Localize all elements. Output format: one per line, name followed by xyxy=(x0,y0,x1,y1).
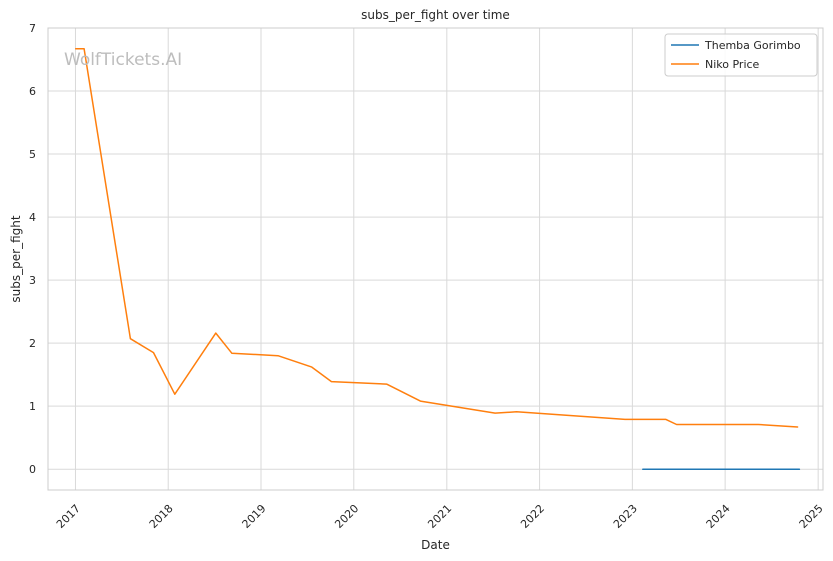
y-tick-label-3: 3 xyxy=(29,274,36,287)
plot-frame xyxy=(47,27,824,491)
series-layer xyxy=(74,48,801,470)
legend-label-niko-price: Niko Price xyxy=(705,58,760,71)
watermark: WolfTickets.AI xyxy=(64,50,182,70)
y-axis-title: subs_per_fight xyxy=(9,215,23,302)
y-tick-label-4: 4 xyxy=(29,211,36,224)
y-tick-label-1: 1 xyxy=(29,400,36,413)
y-tick-label-2: 2 xyxy=(29,337,36,350)
y-tick-labels: 0 1 2 3 4 5 6 7 xyxy=(29,22,36,476)
series-line-niko-price xyxy=(74,48,799,428)
y-tick-label-5: 5 xyxy=(29,148,36,161)
x-axis-title: Date xyxy=(421,538,450,552)
y-tick-label-7: 7 xyxy=(29,22,36,35)
legend-box xyxy=(664,33,818,77)
y-tick-label-0: 0 xyxy=(29,463,36,476)
legend-label-themba-gorimbo: Themba Gorimbo xyxy=(704,39,801,52)
chart-title: subs_per_fight over time xyxy=(361,8,510,22)
y-tick-label-6: 6 xyxy=(29,85,36,98)
legend: Themba Gorimbo Niko Price xyxy=(664,33,818,77)
